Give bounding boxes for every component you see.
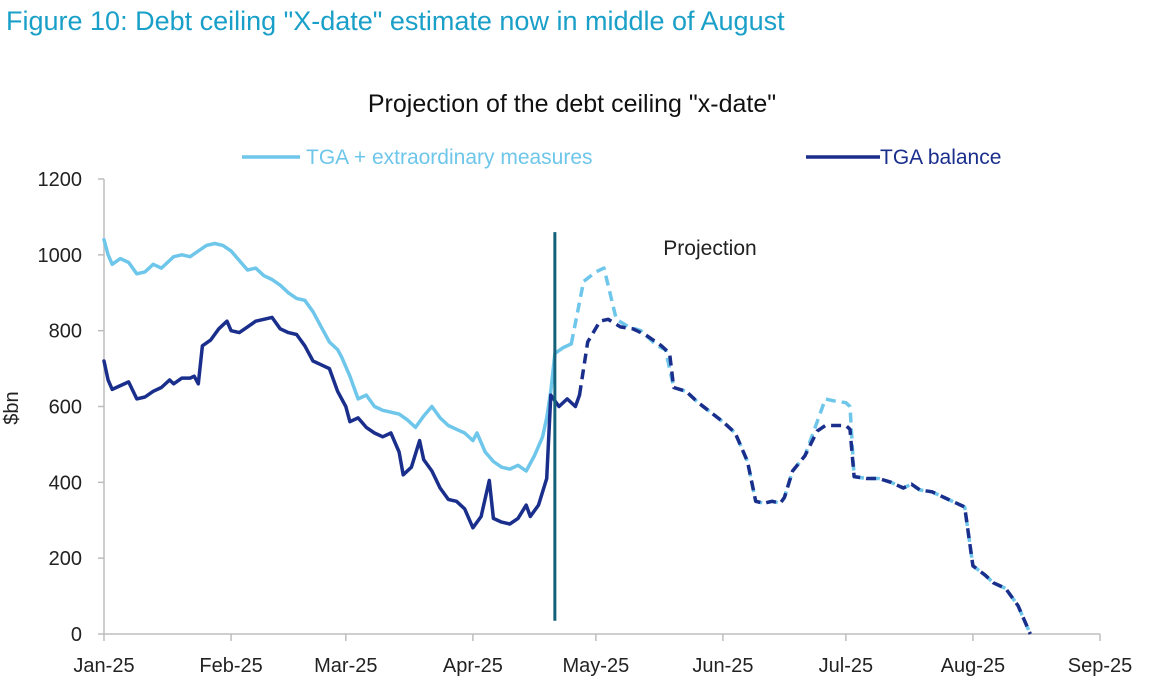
x-tick-label: Sep-25	[1068, 655, 1133, 677]
y-tick-label: 200	[49, 548, 82, 570]
series-line-tga-balance-actual	[102, 315, 582, 530]
y-tick-label: 1000	[38, 245, 83, 267]
projection-annotation: Projection	[663, 237, 756, 260]
x-tick-label: Mar-25	[314, 655, 377, 677]
chart-title: Projection of the debt ceiling "x-date"	[368, 90, 776, 118]
y-tick-label: 600	[49, 397, 82, 419]
y-tick-label: 1200	[38, 169, 83, 191]
series-line-tga-extraordinary-projection	[569, 266, 1032, 635]
series-line-tga-extraordinary-actual	[102, 237, 574, 473]
x-tick-label: Feb-25	[199, 655, 262, 677]
legend-label-tga-balance: TGA balance	[880, 146, 1001, 169]
series-layer	[102, 237, 1032, 635]
x-tick-label: Jul-25	[819, 655, 873, 677]
legend: TGA + extraordinary measures TGA balance	[242, 146, 1001, 169]
x-tick-label: Aug-25	[941, 655, 1006, 677]
x-tick-label: May-25	[563, 655, 630, 677]
x-tick-label: Apr-25	[443, 655, 503, 677]
y-tick-label: 800	[49, 321, 82, 343]
x-tick-label: Jan-25	[73, 655, 134, 677]
y-axis-label: $bn	[1, 391, 23, 424]
series-line-tga-balance-projection	[577, 317, 1032, 635]
x-axis: Jan-25 Feb-25 Mar-25 Apr-25 May-25 Jun-25 Jul-…	[73, 633, 1133, 677]
legend-label-tga-extraordinary: TGA + extraordinary measures	[306, 146, 593, 169]
y-tick-label: 0	[71, 624, 82, 646]
y-axis: 0 200 400 600 800 1000 1200	[38, 169, 105, 646]
figure-title: Figure 10: Debt ceiling "X-date" estimat…	[6, 6, 785, 36]
y-tick-label: 400	[49, 472, 82, 494]
x-tick-label: Jun-25	[692, 655, 753, 677]
